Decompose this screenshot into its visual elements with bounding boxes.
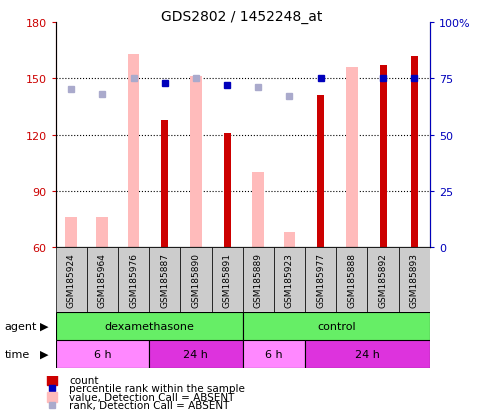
Bar	[190, 77, 202, 248]
Bar	[274, 248, 305, 312]
Bar	[242, 312, 430, 340]
Bar	[56, 248, 87, 312]
Text: rank, Detection Call = ABSENT: rank, Detection Call = ABSENT	[69, 400, 229, 410]
Bar	[118, 248, 149, 312]
Text: GDS2802 / 1452248_at: GDS2802 / 1452248_at	[161, 10, 322, 24]
Bar	[368, 248, 398, 312]
Bar	[336, 248, 368, 312]
Text: 6 h: 6 h	[265, 349, 283, 359]
Bar	[149, 340, 242, 368]
Bar	[284, 233, 296, 248]
Bar	[305, 340, 430, 368]
Text: GSM185893: GSM185893	[410, 252, 419, 307]
Text: dexamethasone: dexamethasone	[104, 321, 194, 331]
Bar	[346, 68, 358, 248]
Bar	[161, 120, 168, 248]
Bar	[398, 248, 430, 312]
Text: GSM185923: GSM185923	[285, 252, 294, 307]
Bar	[317, 96, 324, 248]
Bar	[128, 55, 140, 248]
Text: agent: agent	[5, 321, 37, 331]
Text: GSM185977: GSM185977	[316, 252, 325, 307]
Text: GSM185892: GSM185892	[379, 252, 387, 307]
Bar	[149, 248, 180, 312]
Text: 24 h: 24 h	[184, 349, 208, 359]
Bar	[305, 248, 336, 312]
Text: control: control	[317, 321, 355, 331]
Text: count: count	[69, 375, 99, 385]
Text: ▶: ▶	[40, 349, 49, 359]
Bar	[180, 248, 212, 312]
Text: GSM185890: GSM185890	[191, 252, 200, 307]
Bar	[380, 66, 386, 248]
Text: 24 h: 24 h	[355, 349, 380, 359]
Text: GSM185889: GSM185889	[254, 252, 263, 307]
Text: GSM185891: GSM185891	[223, 252, 232, 307]
Bar	[56, 340, 149, 368]
Bar	[97, 218, 108, 248]
Text: GSM185887: GSM185887	[160, 252, 169, 307]
Bar	[65, 218, 77, 248]
Text: time: time	[5, 349, 30, 359]
Bar	[242, 340, 305, 368]
Text: percentile rank within the sample: percentile rank within the sample	[69, 384, 245, 394]
Bar	[212, 248, 242, 312]
Text: GSM185976: GSM185976	[129, 252, 138, 307]
Text: value, Detection Call = ABSENT: value, Detection Call = ABSENT	[69, 392, 234, 401]
Text: GSM185924: GSM185924	[67, 252, 76, 307]
Bar	[56, 312, 242, 340]
Text: ▶: ▶	[40, 321, 49, 331]
Bar	[411, 57, 418, 248]
Bar	[253, 173, 264, 248]
Bar	[242, 248, 274, 312]
Bar	[224, 133, 230, 248]
Bar	[87, 248, 118, 312]
Text: GSM185888: GSM185888	[347, 252, 356, 307]
Text: 6 h: 6 h	[94, 349, 111, 359]
Text: GSM185964: GSM185964	[98, 252, 107, 307]
